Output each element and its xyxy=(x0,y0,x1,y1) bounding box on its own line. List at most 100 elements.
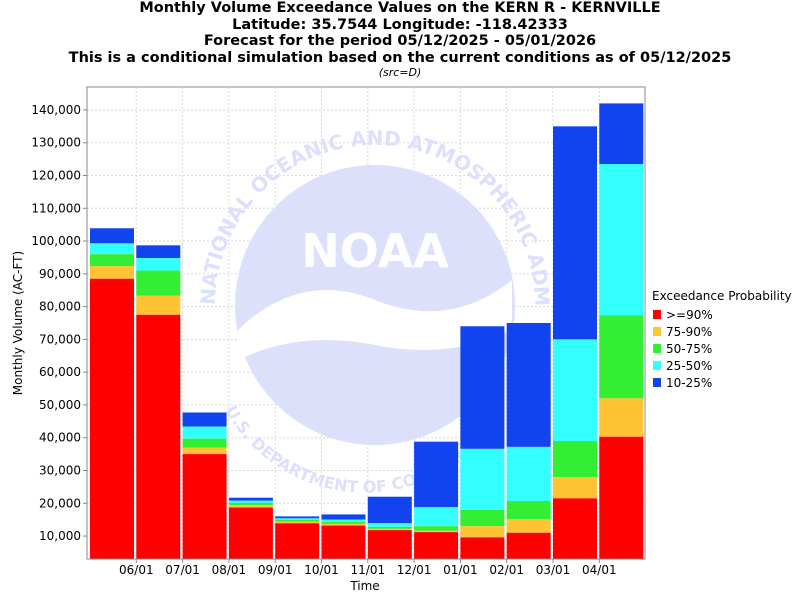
bar-segment xyxy=(367,526,412,529)
bar-segment xyxy=(367,530,412,559)
bar-segment xyxy=(136,258,181,271)
bar-segment xyxy=(182,438,227,448)
bar-segment xyxy=(460,526,505,538)
bar-segment xyxy=(228,497,273,501)
bar-segment xyxy=(553,441,597,478)
legend-item: >=90% xyxy=(652,306,792,323)
bar-segment xyxy=(90,228,134,244)
bar-segment xyxy=(321,523,366,526)
y-tick-label: 130,000 xyxy=(31,136,81,150)
x-tick-label: 10/01 xyxy=(304,563,339,577)
bar-segment xyxy=(321,519,366,522)
bar-segment xyxy=(506,532,551,559)
bar-segment xyxy=(90,254,134,267)
bar-segment xyxy=(367,528,412,531)
bars xyxy=(90,103,644,559)
bar-segment xyxy=(228,502,273,506)
y-tick-label: 60,000 xyxy=(39,365,81,379)
source-label: (src=D) xyxy=(378,66,422,79)
bar-segment xyxy=(228,500,273,503)
bar-segment xyxy=(136,270,181,296)
y-axis-title: Monthly Volume (AC-FT) xyxy=(11,251,25,395)
x-tick-label: 12/01 xyxy=(397,563,432,577)
chart-title-line-3: Forecast for the period 05/12/2025 - 05/… xyxy=(203,33,597,49)
x-tick-label: 07/01 xyxy=(165,563,200,577)
bar-segment xyxy=(90,278,134,559)
chart-titles: Monthly Volume Exceedance Values on the … xyxy=(0,0,800,80)
bar-segment xyxy=(182,447,227,455)
x-tick-label: 08/01 xyxy=(212,563,247,577)
y-tick-label: 140,000 xyxy=(31,103,81,117)
y-tick-label: 50,000 xyxy=(39,398,81,412)
bar-segment xyxy=(553,498,597,559)
bar-segment xyxy=(367,523,412,527)
bar-segment xyxy=(460,448,505,510)
bar-segment xyxy=(275,518,320,520)
legend-item: 50-75% xyxy=(652,340,792,357)
chart-title-line-1: Monthly Volume Exceedance Values on the … xyxy=(139,0,661,16)
legend-item: 10-25% xyxy=(652,374,792,391)
bar-segment xyxy=(414,526,459,531)
bar-segment xyxy=(275,519,320,522)
bar-segment xyxy=(553,339,597,441)
legend: Exceedance Probability >=90% 75-90% 50-75%… xyxy=(652,289,792,391)
bar-segment xyxy=(182,426,227,439)
bar-segment xyxy=(182,454,227,559)
legend-swatch xyxy=(653,378,661,387)
bar-segment xyxy=(599,103,644,165)
x-tick-label: 06/01 xyxy=(119,563,154,577)
x-tick-label: 04/01 xyxy=(582,563,617,577)
legend-title: Exceedance Probability xyxy=(652,289,792,303)
bar-segment xyxy=(90,266,134,279)
y-tick-label: 110,000 xyxy=(31,201,81,215)
y-axis: 10,000 20,000 30,000 40,000 50,000 60,000 70,0… xyxy=(31,87,88,559)
legend-item: 25-50% xyxy=(652,357,792,374)
bar-segment xyxy=(367,496,412,524)
x-tick-label: 02/01 xyxy=(489,563,524,577)
legend-label: 75-90% xyxy=(666,324,713,339)
y-tick-label: 20,000 xyxy=(39,496,81,510)
y-tick-label: 70,000 xyxy=(39,332,81,346)
x-tick-label: 09/01 xyxy=(258,563,293,577)
bar-segment xyxy=(506,323,551,447)
bar-segment xyxy=(321,514,366,520)
legend-label: 50-75% xyxy=(666,341,713,356)
bar-segment xyxy=(553,126,597,340)
noaa-watermark-logo: NOAA xyxy=(301,224,449,278)
bar-segment xyxy=(275,521,320,524)
y-tick-label: 30,000 xyxy=(39,464,81,478)
bar-segment xyxy=(182,412,227,427)
bar-segment xyxy=(460,326,505,449)
bar-segment xyxy=(321,521,366,524)
x-tick-label: 11/01 xyxy=(351,563,386,577)
bar-segment xyxy=(460,537,505,559)
y-tick-label: 80,000 xyxy=(39,300,81,314)
bar-segment xyxy=(414,530,459,533)
bar-segment xyxy=(460,509,505,527)
chart-title-line-4: This is a conditional simulation based o… xyxy=(68,49,732,66)
x-tick-label: 01/01 xyxy=(443,563,478,577)
bar-segment xyxy=(599,315,644,399)
bar-segment xyxy=(599,436,644,559)
legend-item: 75-90% xyxy=(652,323,792,340)
legend-swatch xyxy=(653,310,661,319)
y-tick-label: 10,000 xyxy=(39,529,81,543)
bar-segment xyxy=(414,441,459,508)
bar-segment xyxy=(228,505,273,508)
bar-segment xyxy=(136,295,181,315)
bar-segment xyxy=(599,164,644,316)
bar-segment xyxy=(90,243,134,255)
bar-segment xyxy=(506,446,551,501)
y-tick-label: 40,000 xyxy=(39,431,81,445)
bar-segment xyxy=(599,398,644,437)
y-tick-label: 100,000 xyxy=(31,234,81,248)
noaa-watermark-gull xyxy=(238,280,512,360)
bar-segment xyxy=(228,507,273,559)
x-axis-title: Time xyxy=(349,579,379,593)
chart-title-line-2: Latitude: 35.7544 Longitude: -118.42333 xyxy=(232,16,568,33)
legend-label: 25-50% xyxy=(666,358,713,373)
legend-label: >=90% xyxy=(666,307,713,322)
bar-segment xyxy=(136,245,181,259)
legend-swatch xyxy=(653,344,661,353)
